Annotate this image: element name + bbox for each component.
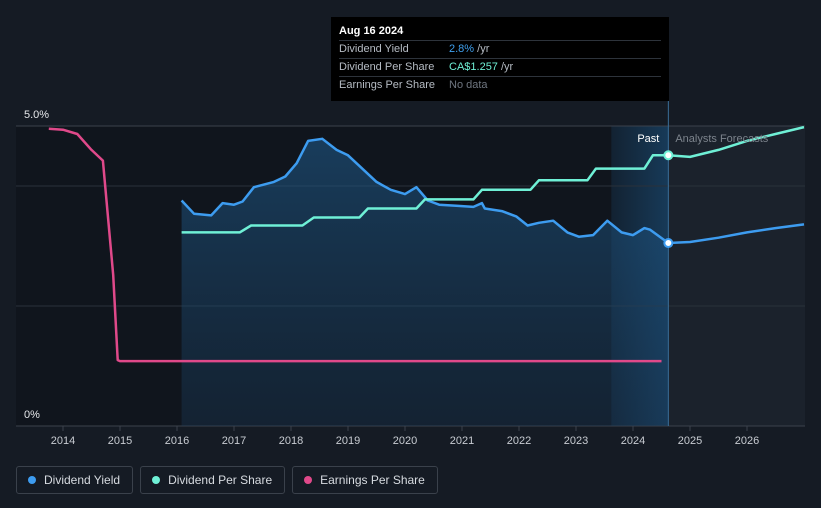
- tooltip-label: Dividend Per Share: [339, 61, 435, 73]
- x-tick-label: 2023: [564, 435, 588, 447]
- dividend-yield-area: [181, 138, 669, 427]
- legend-label: Earnings Per Share: [320, 473, 425, 487]
- legend-dot-icon: [304, 476, 313, 484]
- past-region-label: Past: [637, 133, 659, 145]
- x-tick-label: 2020: [393, 435, 417, 447]
- tooltip-value-number: 2.8%: [449, 43, 475, 55]
- x-tick-label: 2019: [336, 435, 360, 447]
- y-tick-label-top: 5.0%: [24, 109, 49, 121]
- y-tick-label-bottom: 0%: [24, 409, 40, 421]
- tooltip-value-unit: /yr: [474, 43, 490, 55]
- tooltip-label: Dividend Yield: [339, 43, 409, 55]
- legend-dot-icon: [28, 476, 36, 484]
- x-axis: 2014 2015 2016 2017 2018 2019 2020 2021 2022 2023…: [51, 426, 759, 447]
- x-tick-label: 2014: [51, 435, 75, 447]
- dividend-per-share-forecast-line: [668, 125, 805, 159]
- legend: Dividend Yield Dividend Per Share Earnin…: [16, 466, 438, 494]
- x-tick-label: 2024: [621, 435, 645, 447]
- x-tick-label: 2026: [735, 435, 759, 447]
- x-tick-label: 2017: [222, 435, 246, 447]
- forecast-region-label: Analysts Forecasts: [675, 133, 768, 145]
- dividend-yield-forecast-line: [668, 223, 805, 245]
- tooltip-value-number: No data: [449, 79, 488, 91]
- tooltip-value-unit: /yr: [497, 61, 514, 73]
- dividend-yield-marker[interactable]: [663, 238, 674, 249]
- x-tick-label: 2015: [108, 435, 132, 447]
- x-tick-label: 2025: [678, 435, 702, 447]
- tooltip-value: CA$1.257 /yr: [449, 59, 513, 76]
- tooltip-value-number: CA$1.257: [449, 61, 498, 73]
- tooltip-date: Aug 16 2024: [339, 25, 404, 37]
- tooltip-row-earnings-per-share: Earnings Per Share No data: [339, 76, 661, 94]
- dividend-per-share-marker[interactable]: [663, 150, 674, 161]
- legend-item-dividend-yield[interactable]: Dividend Yield: [16, 466, 134, 494]
- legend-dot-icon: [152, 476, 161, 484]
- tooltip-row-dividend-per-share: Dividend Per Share CA$1.257 /yr: [339, 58, 661, 76]
- legend-label: Dividend Yield: [44, 473, 121, 487]
- tooltip-value: 2.8% /yr: [449, 41, 489, 58]
- forecast-region-background: [668, 126, 805, 426]
- tooltip-row-dividend-yield: Dividend Yield 2.8% /yr: [339, 40, 661, 58]
- dividend-per-share-line: [181, 154, 669, 234]
- legend-label: Dividend Per Share: [168, 473, 273, 487]
- earnings-per-share-line: [48, 127, 662, 363]
- x-tick-label: 2022: [507, 435, 531, 447]
- x-tick-label: 2021: [450, 435, 474, 447]
- tooltip-label: Earnings Per Share: [339, 79, 435, 91]
- tooltip: Aug 16 2024 Dividend Yield 2.8% /yr Divi…: [331, 17, 669, 101]
- legend-item-earnings-per-share[interactable]: Earnings Per Share: [292, 466, 438, 494]
- tooltip-value: No data: [449, 77, 488, 94]
- x-tick-label: 2016: [165, 435, 189, 447]
- legend-item-dividend-per-share[interactable]: Dividend Per Share: [140, 466, 286, 494]
- x-tick-label: 2018: [279, 435, 303, 447]
